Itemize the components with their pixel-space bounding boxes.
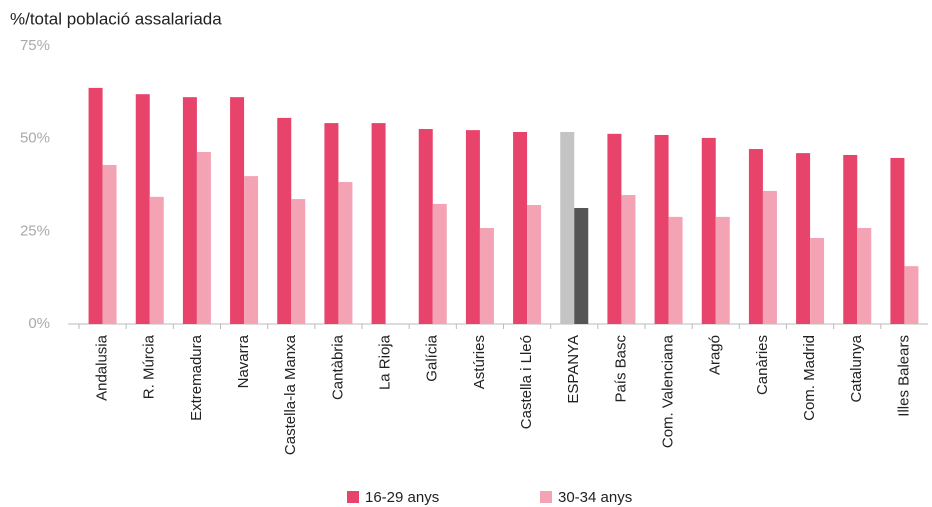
bar (621, 195, 636, 324)
bar (102, 164, 117, 324)
bar (432, 203, 447, 324)
x-tick-label: Castella-la Manxa (282, 334, 299, 455)
chart-title: %/total població assalariada (10, 9, 222, 28)
y-tick-label: 75% (20, 37, 50, 54)
bar (857, 227, 872, 324)
bar (904, 266, 919, 324)
bar (244, 176, 259, 324)
bar (465, 130, 480, 324)
x-tick-label: Cantàbria (329, 334, 346, 400)
legend-swatch (347, 491, 359, 503)
x-tick-label: Catalunya (848, 334, 865, 402)
x-tick-label: Castella i Lleó (518, 335, 535, 429)
bar (607, 133, 622, 324)
bar (560, 131, 575, 324)
bar (810, 238, 825, 324)
bar (135, 94, 150, 324)
bar (513, 131, 528, 324)
bar (796, 153, 811, 324)
y-tick-label: 25% (20, 222, 50, 239)
x-tick-label: Astúries (471, 335, 488, 389)
bar (291, 199, 306, 324)
bar (196, 152, 211, 324)
x-tick-label: Galícia (424, 334, 441, 381)
bar (230, 97, 245, 324)
legend-label: 30-34 anys (558, 489, 632, 506)
bar (748, 149, 763, 324)
x-tick-label: La Rioja (377, 334, 394, 390)
legend-label: 16-29 anys (365, 489, 439, 506)
bar (762, 190, 777, 324)
x-tick-label: ESPANYA (565, 335, 582, 404)
bar (654, 134, 669, 324)
bar (527, 205, 542, 324)
bar (371, 123, 386, 324)
x-tick-label: Andalusia (94, 334, 111, 401)
y-tick-label: 0% (28, 315, 50, 332)
bar (574, 207, 589, 324)
legend-swatch (540, 491, 552, 503)
x-tick-label: Com. Madrid (801, 335, 818, 421)
bar (338, 182, 353, 324)
bar (479, 227, 494, 324)
x-tick-label: Aragó (707, 335, 724, 375)
y-tick-label: 50% (20, 130, 50, 147)
x-tick-label: R. Múrcia (141, 334, 158, 399)
bar (182, 97, 197, 324)
bar (418, 129, 433, 324)
x-tick-label: Com. Valenciana (660, 334, 677, 448)
bar (324, 123, 339, 324)
bar (890, 157, 905, 324)
bar (701, 137, 716, 324)
x-tick-label: Canàries (754, 335, 771, 395)
bar (668, 216, 683, 324)
x-tick-label: Navarra (235, 334, 252, 388)
bar (715, 216, 730, 324)
bar (277, 117, 292, 324)
bar (88, 87, 103, 324)
x-tick-label: Illes Balears (895, 335, 912, 417)
x-tick-label: País Basc (612, 335, 629, 403)
x-tick-label: Extremadura (188, 334, 205, 421)
bar (149, 196, 164, 324)
bar (843, 154, 858, 324)
